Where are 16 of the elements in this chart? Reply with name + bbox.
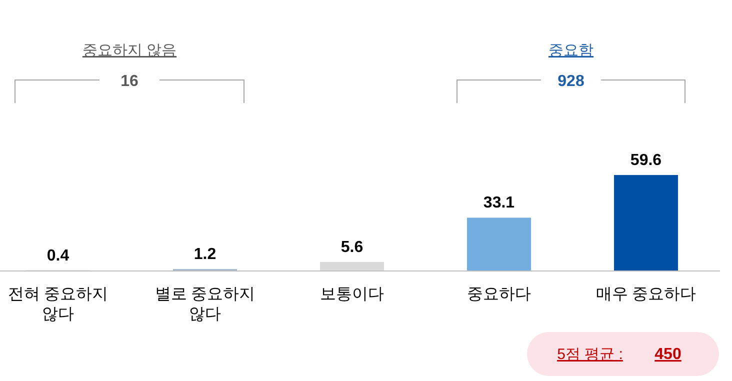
x-tick-label: 별로 중요하지 않다: [154, 286, 256, 323]
data-label: 0.4: [46, 247, 70, 264]
x-tick-label: 매우 중요하다: [596, 286, 696, 303]
data-label: 59.6: [630, 152, 662, 169]
x-tick-label: 보통이다: [320, 286, 384, 303]
text: 중요하지 않음: [82, 42, 177, 59]
text: 5점 평균 :: [557, 346, 623, 363]
text: 928: [558, 73, 584, 90]
data-label: 5.6: [340, 238, 364, 256]
text: 450: [654, 346, 682, 363]
text: 16: [120, 73, 138, 90]
data-label: 1.2: [194, 246, 216, 264]
x-tick-label: 전혀 중요하지 않다: [8, 286, 108, 323]
data-label: 33.1: [483, 194, 515, 212]
text: 중요함: [548, 42, 594, 59]
x-tick-label: 중요하다: [467, 286, 531, 303]
